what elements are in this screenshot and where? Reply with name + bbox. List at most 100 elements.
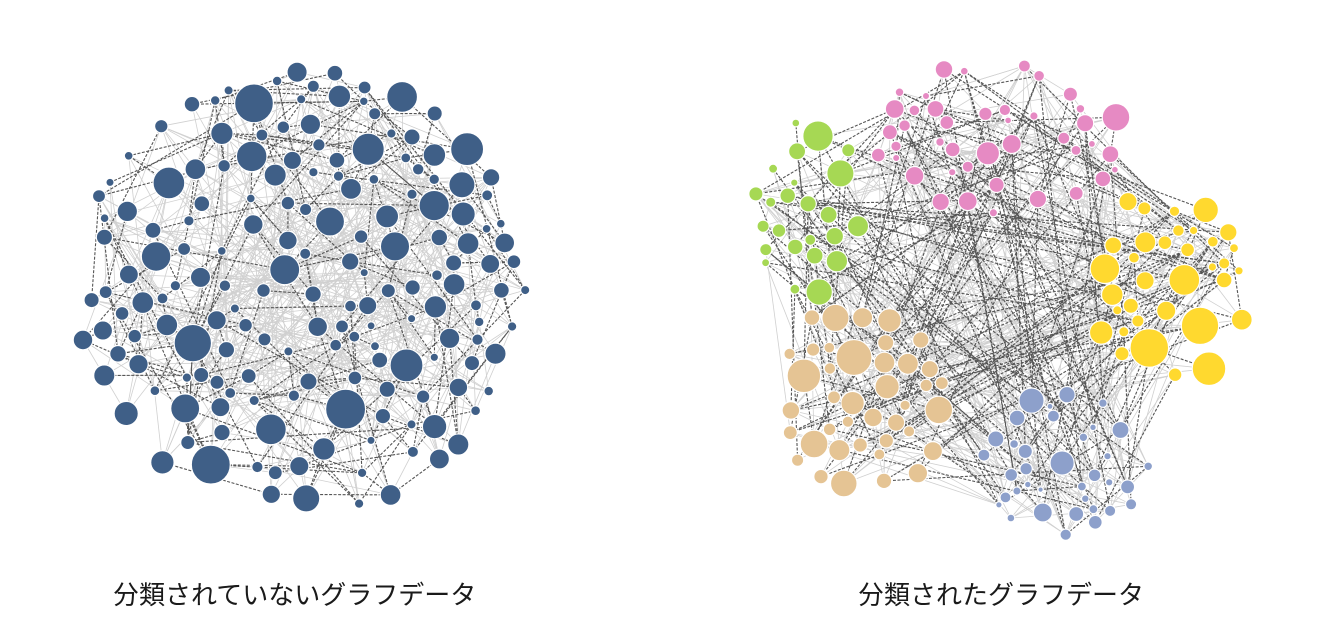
graph-node bbox=[492, 281, 510, 299]
edge-light bbox=[794, 246, 1128, 488]
graph-node bbox=[240, 367, 257, 385]
graph-node bbox=[169, 279, 182, 292]
graph-node-tan bbox=[874, 373, 900, 400]
edge-dark bbox=[917, 108, 1081, 474]
graph-node bbox=[371, 351, 389, 369]
edge-light bbox=[221, 306, 436, 433]
graph-node-pink bbox=[1004, 116, 1013, 125]
edge-light bbox=[175, 168, 419, 287]
edge-dark bbox=[794, 288, 886, 344]
graph-node bbox=[356, 467, 368, 479]
edge-dark bbox=[435, 261, 515, 308]
edge-light bbox=[1114, 169, 1225, 264]
edge-light bbox=[819, 266, 1213, 293]
graph-node bbox=[358, 295, 378, 316]
edge-dark bbox=[234, 308, 309, 382]
graph-node bbox=[307, 316, 329, 338]
edge-light bbox=[904, 279, 1185, 406]
graph-node bbox=[442, 272, 466, 296]
edge-light bbox=[312, 293, 450, 339]
graph-node-pink bbox=[975, 141, 1001, 166]
graph-node-pink bbox=[1068, 185, 1084, 201]
graph-node bbox=[359, 267, 369, 278]
edge-dark bbox=[904, 125, 1032, 401]
graph-node-periwinkle bbox=[1049, 450, 1075, 476]
graph-node bbox=[292, 484, 321, 513]
graph-node bbox=[209, 374, 225, 390]
edge-dark bbox=[305, 175, 339, 210]
edge-light bbox=[253, 178, 435, 225]
edge-light bbox=[98, 195, 194, 344]
graph-node-tan bbox=[821, 303, 850, 333]
edge-light bbox=[840, 173, 1077, 515]
graph-node-tan bbox=[873, 351, 896, 374]
edge-dark bbox=[401, 96, 492, 178]
edge-light bbox=[312, 86, 496, 354]
graph-node bbox=[283, 346, 294, 357]
graph-node bbox=[368, 173, 380, 185]
edge-dark bbox=[221, 132, 338, 161]
graph-node bbox=[210, 121, 234, 146]
graph-node-yellow bbox=[1129, 328, 1170, 368]
edge-dark bbox=[895, 115, 1035, 423]
edge-light bbox=[98, 195, 355, 338]
edge-light bbox=[478, 321, 490, 392]
graph-node bbox=[469, 299, 483, 312]
edge-light bbox=[1094, 403, 1104, 523]
graph-node bbox=[430, 228, 449, 247]
edge-light bbox=[879, 454, 1000, 506]
graph-node bbox=[114, 305, 130, 321]
graph-node bbox=[332, 170, 345, 182]
graph-node-pink bbox=[892, 153, 901, 163]
graph-node bbox=[299, 247, 312, 260]
edge-dark bbox=[335, 290, 389, 346]
edge-light bbox=[1095, 466, 1149, 523]
graph-node-pink bbox=[1101, 102, 1131, 132]
edge-light bbox=[234, 240, 289, 309]
edge-light bbox=[935, 108, 1077, 151]
edge-dark bbox=[358, 424, 412, 504]
edge-dark bbox=[1025, 468, 1094, 510]
graph-node-pink bbox=[898, 119, 911, 132]
graph-node bbox=[92, 320, 114, 341]
graph-node bbox=[314, 206, 346, 237]
edge-light bbox=[219, 133, 223, 408]
edge-light bbox=[216, 157, 407, 383]
edge-light bbox=[889, 132, 1044, 513]
graph-node-green bbox=[825, 226, 845, 246]
graph-node bbox=[480, 253, 501, 274]
graph-node-tan bbox=[841, 415, 855, 428]
edge-dark bbox=[284, 245, 396, 271]
graph-node bbox=[282, 150, 303, 171]
graph-node-periwinkle bbox=[1103, 504, 1117, 518]
graph-node-yellow bbox=[1206, 235, 1219, 248]
graph-node bbox=[308, 166, 319, 178]
edge-light bbox=[889, 320, 1018, 419]
edge-dark bbox=[836, 122, 1086, 262]
graph-node-pink bbox=[939, 115, 955, 131]
graph-node bbox=[428, 173, 441, 186]
graph-node-green bbox=[841, 142, 856, 158]
graph-node-green bbox=[826, 159, 855, 188]
graph-node bbox=[438, 327, 461, 350]
graph-node bbox=[127, 328, 143, 344]
graph-node-green bbox=[799, 195, 817, 213]
edge-light bbox=[363, 272, 478, 340]
graph-node-pink bbox=[870, 147, 886, 163]
graph-node bbox=[411, 162, 425, 176]
graph-node bbox=[348, 330, 361, 343]
graph-node-pink bbox=[926, 99, 945, 118]
graph-node bbox=[181, 372, 193, 383]
graph-node bbox=[495, 218, 506, 229]
graph-node-tan bbox=[799, 429, 829, 459]
graph-node-periwinkle bbox=[1076, 481, 1088, 492]
graph-node bbox=[217, 158, 232, 173]
edge-light bbox=[847, 421, 1000, 506]
graph-node bbox=[296, 94, 307, 105]
graph-node bbox=[224, 386, 237, 400]
edge-dark bbox=[276, 80, 307, 210]
edge-dark bbox=[387, 290, 436, 427]
graph-node bbox=[261, 484, 282, 505]
graph-node-pink bbox=[935, 137, 945, 147]
edge-dark bbox=[500, 290, 513, 327]
